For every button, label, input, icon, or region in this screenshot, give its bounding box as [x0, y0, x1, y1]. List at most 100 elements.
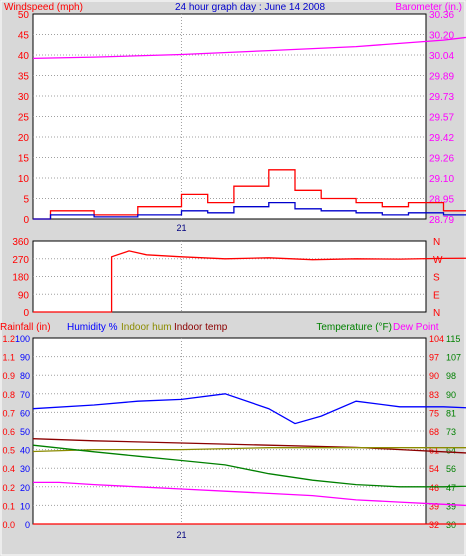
tick-label: 107 [446, 353, 461, 363]
tick-label: 270 [12, 255, 29, 266]
direction-plot-area [32, 240, 427, 313]
dew-point-axis-label: Dew Point [393, 322, 439, 333]
tick-label: 39 [429, 501, 439, 511]
tick-label: 56 [446, 464, 456, 474]
tick-label: 97 [429, 353, 439, 363]
tick-label: 0.7 [2, 408, 15, 418]
indoor-hum-line [32, 447, 466, 453]
tick-label: 47 [446, 483, 456, 493]
tick-label: 35 [18, 72, 30, 83]
tick-label: W [433, 255, 443, 266]
tick-label: 0.2 [2, 483, 15, 493]
wind-plot-area [32, 13, 427, 220]
tick-label: 0.6 [2, 427, 15, 437]
temperature-humidity-panel: Rainfall (in) Humidity % Indoor hum Indo… [0, 322, 466, 540]
tick-label: 29.73 [429, 92, 454, 103]
direction-series [33, 250, 466, 313]
windspeed-tick-labels: 0 5 10 15 20 25 30 35 40 45 50 [18, 10, 30, 226]
tick-label: 61 [429, 446, 439, 456]
tick-label: E [433, 290, 440, 301]
tick-label: 50 [18, 10, 30, 21]
wind-barometer-panel: Windspeed (mph) 24 hour graph day : June… [4, 2, 466, 233]
tick-label: 30.20 [429, 31, 454, 42]
tick-label: 45 [18, 31, 30, 42]
windspeed-axis-label: Windspeed (mph) [4, 2, 83, 13]
tick-label: 0.4 [2, 464, 15, 474]
tick-label: 10 [20, 501, 30, 511]
humidity-line [32, 393, 466, 425]
tick-label: 104 [429, 334, 444, 344]
temperature-outer-tick-labels: 30 39 47 56 64 73 81 90 98 107 115 [446, 334, 461, 530]
tick-label: 29.10 [429, 174, 454, 185]
tick-label: 30 [446, 520, 456, 530]
tick-label: N [433, 237, 440, 248]
tick-label: 90 [429, 371, 439, 381]
indoor-hum-axis-label: Indoor hum [121, 322, 172, 333]
graph-title: 24 hour graph day : June 14 2008 [175, 2, 326, 13]
tick-label: 54 [429, 464, 439, 474]
tick-label: 20 [18, 133, 30, 144]
tick-label: 68 [429, 427, 439, 437]
tick-label: 90 [20, 353, 30, 363]
tick-label: 20 [20, 483, 30, 493]
barometer-tick-labels: 28.79 28.95 29.10 29.26 29.42 29.57 29.73 29.89… [429, 10, 454, 226]
tick-label: 40 [20, 446, 30, 456]
tick-label: S [433, 273, 440, 284]
tick-label: 90 [446, 390, 456, 400]
tick-label: 0 [23, 215, 29, 226]
tick-label: 70 [20, 390, 30, 400]
barometer-line [32, 36, 466, 60]
tick-label: 10 [18, 174, 30, 185]
tick-label: 30.04 [429, 51, 454, 62]
tick-label: 100 [15, 334, 30, 344]
tick-label: 29.57 [429, 113, 454, 124]
humidity-tick-labels: 0 10 20 30 40 50 60 70 80 90 100 [15, 334, 30, 530]
tick-label: 64 [446, 446, 456, 456]
time-tick-label: 21 [176, 223, 186, 233]
tick-label: 46 [429, 483, 439, 493]
indoor-temp-axis-label: Indoor temp [174, 322, 228, 333]
temp-time-tick-labels: 212:010305070911131517192123 [176, 530, 186, 540]
tick-label: 30.36 [429, 10, 454, 21]
tick-label: 5 [23, 195, 29, 206]
tick-label: 0.0 [2, 520, 15, 530]
tick-label: 28.79 [429, 215, 454, 226]
temp-series [32, 393, 466, 525]
temp-gridlines [33, 338, 426, 524]
wind-series [32, 36, 466, 220]
temperature-line [32, 444, 466, 488]
humidity-axis-label: Humidity % [67, 322, 118, 333]
tick-label: 80 [20, 371, 30, 381]
temperature-axis-label: Temperature (°F) [316, 322, 392, 333]
tick-label: 83 [429, 390, 439, 400]
tick-label: 81 [446, 408, 456, 418]
tick-label: 28.95 [429, 195, 454, 206]
tick-label: 29.89 [429, 72, 454, 83]
tick-label: 32 [429, 520, 439, 530]
tick-label: 0 [23, 308, 29, 319]
wind-speed-line [33, 201, 466, 220]
tick-label: 180 [12, 273, 29, 284]
tick-label: 0.1 [2, 501, 15, 511]
tick-label: 60 [20, 408, 30, 418]
tick-label: 90 [18, 290, 30, 301]
wind-gridlines [33, 14, 426, 219]
temperature-tick-labels: 32 39 46 54 61 68 75 83 90 97 104 [429, 334, 444, 530]
dew-point-line [33, 481, 466, 507]
time-tick-label: 21 [176, 530, 186, 540]
tick-label: 39 [446, 501, 456, 511]
tick-label: 73 [446, 427, 456, 437]
wind-time-tick-labels: 212:010305070911131517192123 [176, 223, 186, 233]
wind-direction-line [33, 250, 466, 313]
tick-label: 360 [12, 237, 29, 248]
tick-label: 25 [18, 113, 30, 124]
barometer-axis-label: Barometer (in.) [395, 2, 462, 13]
tick-label: 30 [18, 92, 30, 103]
tick-label: 0.9 [2, 371, 15, 381]
rainfall-axis-label: Rainfall (in) [0, 322, 51, 333]
tick-label: 29.42 [429, 133, 454, 144]
tick-label: 115 [446, 334, 460, 344]
rainfall-tick-labels: 0.0 0.1 0.2 0.4 0.5 0.6 0.7 0.8 0.9 1.1 1.2 [2, 334, 15, 530]
